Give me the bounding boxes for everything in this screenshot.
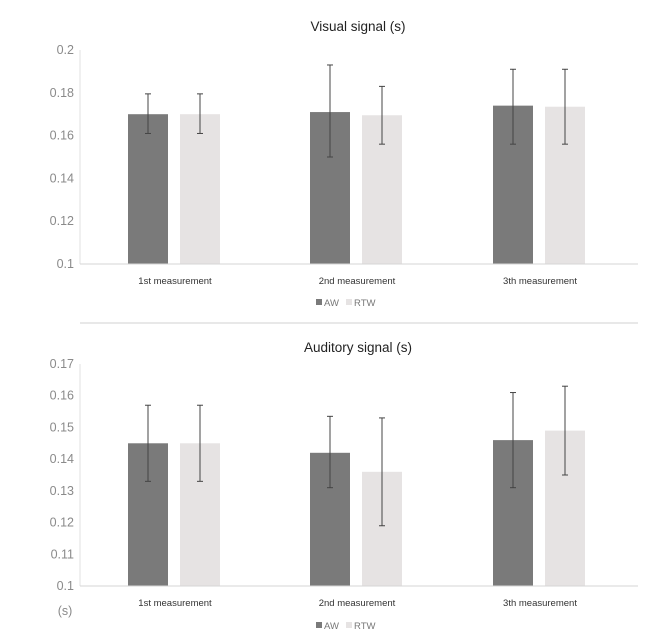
y-tick-label: 0.1 [57, 257, 74, 271]
chart-title: Auditory signal (s) [304, 340, 412, 355]
y-tick-label: 0.2 [57, 43, 74, 57]
legend-label-rtw: RTW [354, 298, 375, 309]
y-tick-label: 0.14 [50, 452, 74, 466]
y-tick-label: 0.16 [50, 389, 74, 403]
legend-label-aw: AW [324, 621, 339, 632]
y-tick-label: 0.17 [50, 357, 74, 371]
legend-swatch-aw [316, 622, 322, 628]
y-tick-label: 0.13 [50, 484, 74, 498]
legend-label-aw: AW [324, 298, 339, 309]
x-tick-label: 2nd measurement [319, 598, 396, 609]
y-tick-label: 0.14 [50, 171, 74, 185]
legend-swatch-aw [316, 299, 322, 305]
y-tick-label: 0.15 [50, 420, 74, 434]
legend-swatch-rtw [346, 622, 352, 628]
y-axis-label: (s) [58, 604, 73, 618]
x-tick-label: 2nd measurement [319, 276, 396, 287]
x-tick-label: 3th measurement [503, 598, 577, 609]
x-tick-label: 3th measurement [503, 276, 577, 287]
y-tick-label: 0.16 [50, 129, 74, 143]
y-tick-label: 0.18 [50, 86, 74, 100]
y-tick-label: 0.12 [50, 214, 74, 228]
x-tick-label: 1st measurement [138, 276, 212, 287]
bar-rtw [180, 114, 220, 264]
y-tick-label: 0.11 [51, 547, 74, 561]
y-tick-label: 0.1 [57, 579, 74, 593]
x-tick-label: 1st measurement [138, 598, 212, 609]
y-tick-label: 0.12 [50, 516, 74, 530]
legend-swatch-rtw [346, 299, 352, 305]
legend-label-rtw: RTW [354, 621, 375, 632]
bar-aw [128, 114, 168, 264]
chart-title: Visual signal (s) [310, 19, 405, 34]
